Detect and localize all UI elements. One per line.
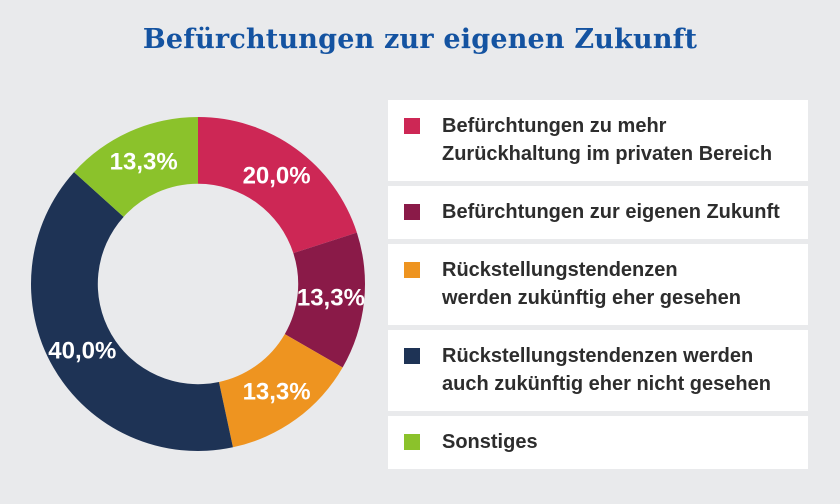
chart-legend: Befürchtungen zu mehr Zurückhaltung im pr… (388, 100, 808, 469)
legend-item-label-line: Rückstellungstendenzen (442, 259, 678, 281)
segment-value-label-0: 20,0% (243, 163, 311, 190)
legend-item-label: Befürchtungen zur eigenen Zukunft (442, 198, 780, 226)
legend-item-label-line: auch zukünftig eher nicht gesehen (442, 373, 771, 395)
legend-item-3: Rückstellungstendenzen werden auch zukünf… (388, 330, 808, 411)
donut-segment-1 (284, 232, 366, 368)
legend-item-2: Rückstellungstendenzen werden zukünftig e… (388, 244, 808, 325)
donut-segment-4 (74, 117, 198, 217)
legend-color-swatch (404, 348, 420, 364)
legend-item-1: Befürchtungen zur eigenen Zukunft (388, 186, 808, 239)
legend-item-label-line: Zurückhaltung im privaten Bereich (442, 143, 773, 165)
page-title: Befürchtungen zur eigenen Zukunft (142, 24, 698, 55)
legend-item-label: Rückstellungstendenzen werden auch zukünf… (442, 342, 771, 398)
segment-value-label-4: 13,3% (110, 148, 178, 175)
donut-segment-0 (198, 117, 357, 254)
segment-value-label-1: 13,3% (297, 285, 365, 312)
legend-item-label-line: Rückstellungstendenzen werden (442, 345, 754, 367)
segment-value-label-2: 13,3% (243, 379, 311, 406)
legend-item-0: Befürchtungen zu mehr Zurückhaltung im pr… (388, 100, 808, 181)
legend-color-swatch (404, 262, 420, 278)
legend-item-label: Sonstiges (442, 428, 538, 456)
legend-color-swatch (404, 434, 420, 450)
legend-item-label: Befürchtungen zu mehr Zurückhaltung im pr… (442, 112, 772, 168)
legend-color-swatch (404, 118, 420, 134)
legend-color-swatch (404, 204, 420, 220)
legend-item-label-line: Befürchtungen zu mehr (442, 115, 667, 137)
legend-item-label-line: Befürchtungen zur eigenen Zukunft (442, 201, 780, 223)
donut-chart: 20,0% 13,3% 13,3% 40,0% 13,3% (31, 117, 366, 452)
legend-item-label-line: Sonstiges (442, 431, 538, 453)
legend-item-label-line: werden zukünftig eher gesehen (442, 287, 741, 309)
donut-segment-3 (31, 172, 233, 452)
legend-item-4: Sonstiges (388, 416, 808, 469)
legend-item-label: Rückstellungstendenzen werden zukünftig e… (442, 256, 741, 312)
donut-segment-2 (218, 334, 343, 448)
segment-value-label-3: 40,0% (48, 337, 116, 364)
